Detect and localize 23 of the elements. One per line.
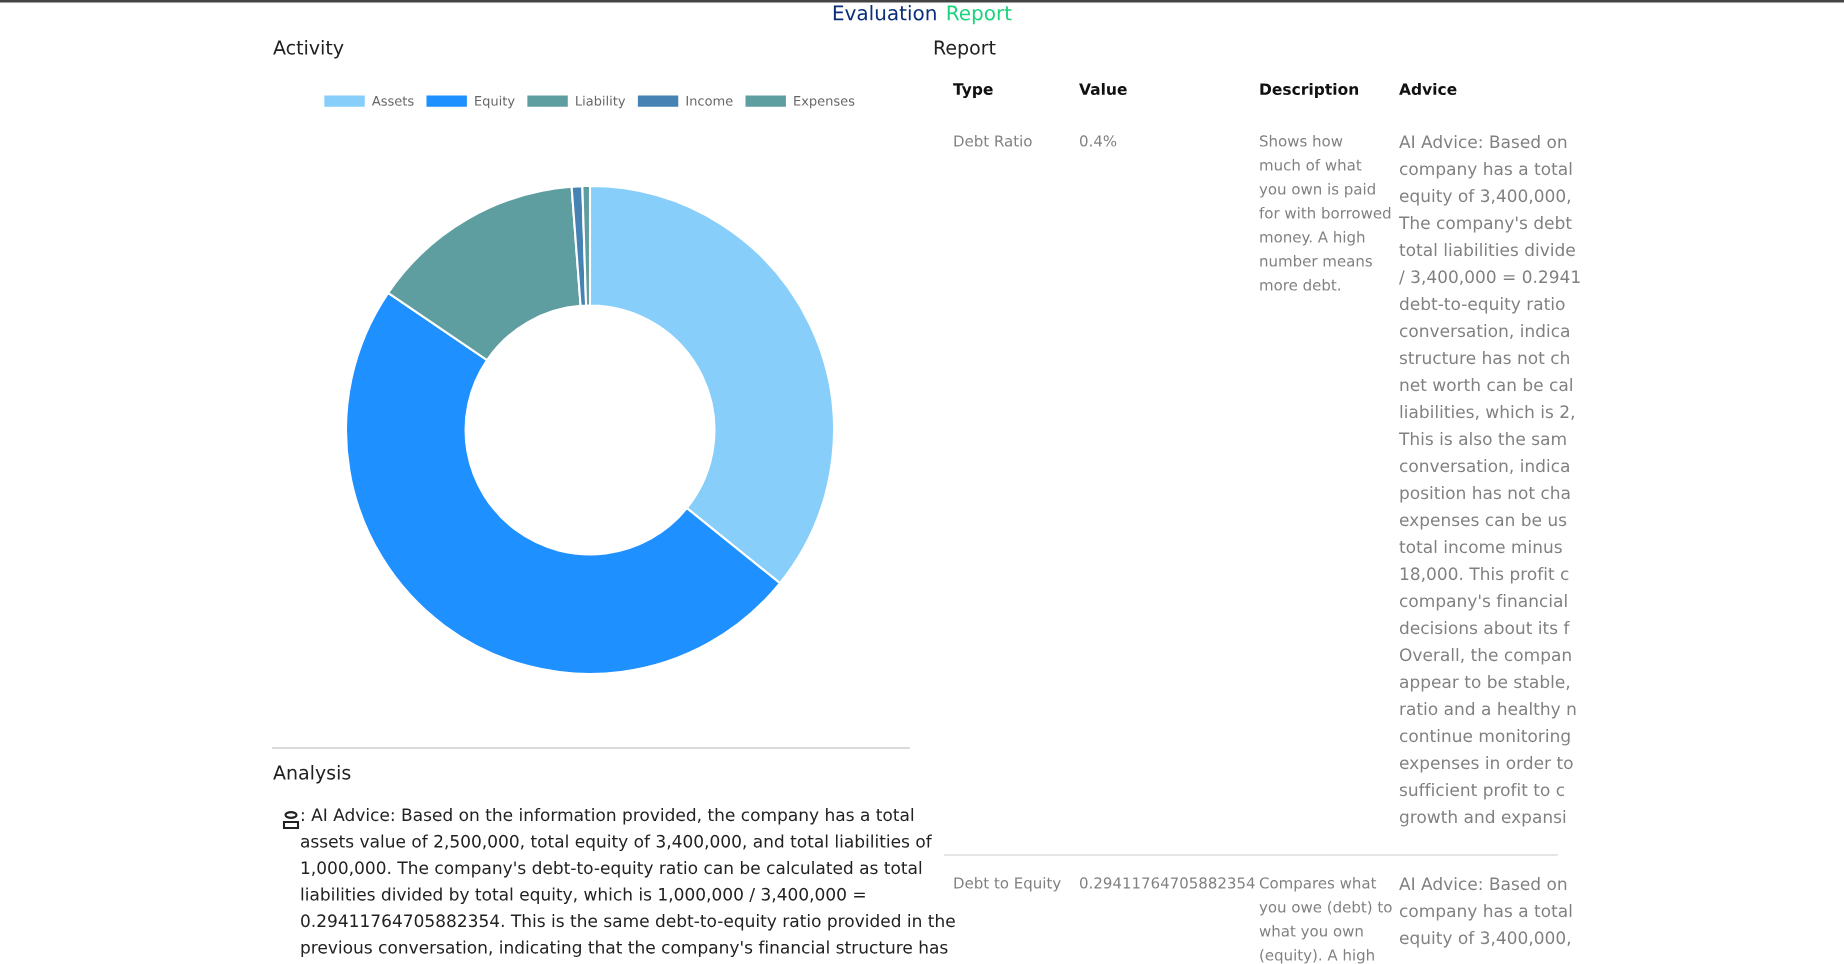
text: Type [953, 83, 993, 98]
chart-title: Activity [273, 40, 344, 59]
text: Advice [1399, 83, 1457, 95]
text: Debt to Equity [954, 877, 1061, 892]
legend-label: Equity [475, 95, 515, 109]
text: Value [1079, 83, 1127, 95]
text: AI Advice: Based on company has a total equity of 3,400,000, The company's debt total liabilities divide / 3,400,000 = 0.2941 debt-to-equity ratio conversation, indica structure has not ch net worth can be cal liabilities, which is 2, This is also the sam conversation, indica position has not cha expenses can be us total income minus 18,000. This profit c company's financial decisions about its f Overall, the compan appear to be stable, ratio and a healthy n continue monitoring expenses in order to sufficient profit to c growth and expansi [1398, 135, 1580, 827]
text: 0.4% [1079, 135, 1117, 147]
text: Report [947, 5, 1012, 25]
text: Analysis [273, 765, 351, 784]
legend-label: Assets [371, 96, 414, 106]
text: 0.29411764705882354 [1079, 877, 1255, 889]
text: Shows how much of what you own is paid for with borrowed money. A high number means more debt. [1259, 135, 1391, 291]
text: Evaluation [833, 5, 936, 21]
text: Report [934, 40, 996, 59]
text: Debt Ratio [954, 135, 1032, 147]
text: AI Advice: Based on company has a total equity of 3,400,000, [1399, 877, 1572, 948]
legend-label: Liability [576, 95, 626, 109]
text: : AI Advice: Based on the information provided, the company has a total assets value of 2,500,000, total equity of 3,400,000, and total liabilities of 1,000,000. The company's debt-to-equity ratio can be calculated as total liabilities divided by total equity, which is 1,000,000 / 3,400,000 = 0.29411764705882354. This is the same debt-to-equity ratio provided in the previous conversation, indicating that the company's financial structure has [301, 808, 955, 957]
text: Compares what you owe (debt) to what you own (equity). A high [1259, 877, 1392, 964]
legend-label: Income [686, 96, 733, 106]
legend-label: Expenses [794, 96, 855, 109]
text: Description [1260, 83, 1359, 98]
